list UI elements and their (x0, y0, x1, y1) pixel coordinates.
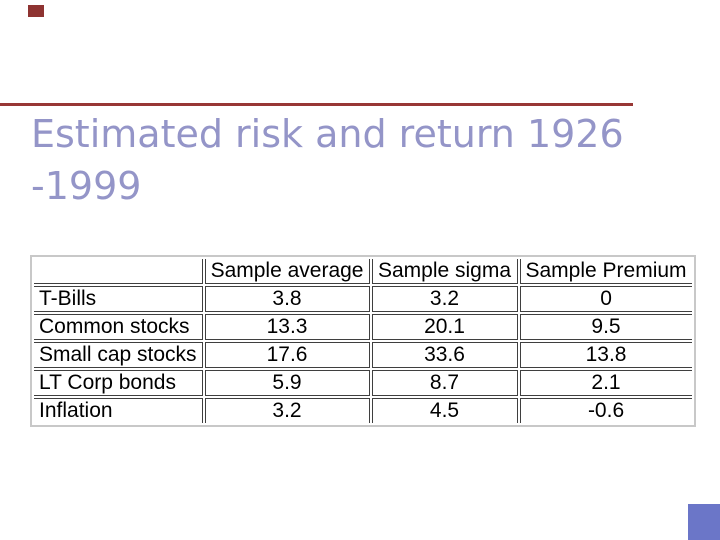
table-cell: 3.8 (204, 286, 370, 312)
table-cell: 3.2 (204, 398, 370, 423)
table-cell: 3.2 (371, 286, 518, 312)
table-row: Common stocks 13.3 20.1 9.5 (34, 314, 692, 340)
column-header-sample-sigma: Sample sigma (371, 259, 518, 284)
row-label: T-Bills (34, 286, 203, 312)
table-cell: 4.5 (371, 398, 518, 423)
table-row: T-Bills 3.8 3.2 0 (34, 286, 692, 312)
table-cell: -0.6 (519, 398, 692, 423)
table-cell: 2.1 (519, 370, 692, 396)
column-header-empty (34, 259, 203, 284)
table-row: Small cap stocks 17.6 33.6 13.8 (34, 342, 692, 368)
risk-return-table-frame: Sample average Sample sigma Sample Premi… (30, 255, 696, 427)
table-row: Inflation 3.2 4.5 -0.6 (34, 398, 692, 423)
row-label: Small cap stocks (34, 342, 203, 368)
row-label: LT Corp bonds (34, 370, 203, 396)
table-cell: 9.5 (519, 314, 692, 340)
table-cell: 13.8 (519, 342, 692, 368)
table-cell: 20.1 (371, 314, 518, 340)
table-cell: 8.7 (371, 370, 518, 396)
column-header-sample-average: Sample average (204, 259, 370, 284)
table-cell: 33.6 (371, 342, 518, 368)
table-row: LT Corp bonds 5.9 8.7 2.1 (34, 370, 692, 396)
corner-accent-block (688, 504, 720, 540)
page-title-line-1: Estimated risk and return 1926 (31, 112, 624, 156)
page-title: Estimated risk and return 1926 -1999 (31, 108, 671, 212)
table-header-row: Sample average Sample sigma Sample Premi… (34, 259, 692, 284)
column-header-sample-premium: Sample Premium (519, 259, 692, 284)
row-label: Inflation (34, 398, 203, 423)
table-cell: 13.3 (204, 314, 370, 340)
row-label: Common stocks (34, 314, 203, 340)
page-title-line-2: -1999 (31, 164, 142, 208)
title-underline (0, 103, 633, 106)
risk-return-table: Sample average Sample sigma Sample Premi… (32, 257, 694, 425)
table-cell: 5.9 (204, 370, 370, 396)
top-accent-bar (28, 5, 44, 17)
table-cell: 0 (519, 286, 692, 312)
table-cell: 17.6 (204, 342, 370, 368)
